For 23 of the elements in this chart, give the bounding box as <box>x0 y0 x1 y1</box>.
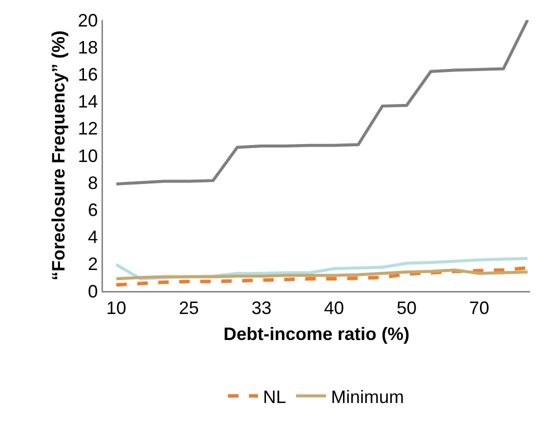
x-tick-label: 25 <box>178 298 199 318</box>
y-tick-label: 20 <box>78 10 98 30</box>
y-tick-label: 14 <box>78 92 98 112</box>
x-tick-label: 50 <box>396 298 417 318</box>
y-axis-title: “Foreclosure Frequency” (%) <box>48 30 68 281</box>
legend-label: Minimum <box>331 386 404 407</box>
y-tick-label: 2 <box>88 254 98 274</box>
x-tick-label: 40 <box>324 298 344 318</box>
legend-label: NL <box>263 386 286 407</box>
y-tick-label: 6 <box>88 200 98 220</box>
y-tick-label: 10 <box>78 146 98 166</box>
y-tick-label: 12 <box>78 118 98 139</box>
y-tick-label: 0 <box>88 281 98 302</box>
line-series <box>114 268 530 280</box>
y-tick-label: 18 <box>78 37 98 58</box>
x-axis-title: Debt-income ratio (%) <box>223 324 410 344</box>
x-tick-label: 33 <box>251 298 272 318</box>
y-tick-label: 16 <box>78 64 98 84</box>
x-tick-label: 70 <box>469 298 490 318</box>
y-tick-label: 8 <box>88 172 98 193</box>
line-series <box>114 20 530 186</box>
x-tick-label: 10 <box>106 298 126 318</box>
y-tick-label: 4 <box>88 227 98 248</box>
